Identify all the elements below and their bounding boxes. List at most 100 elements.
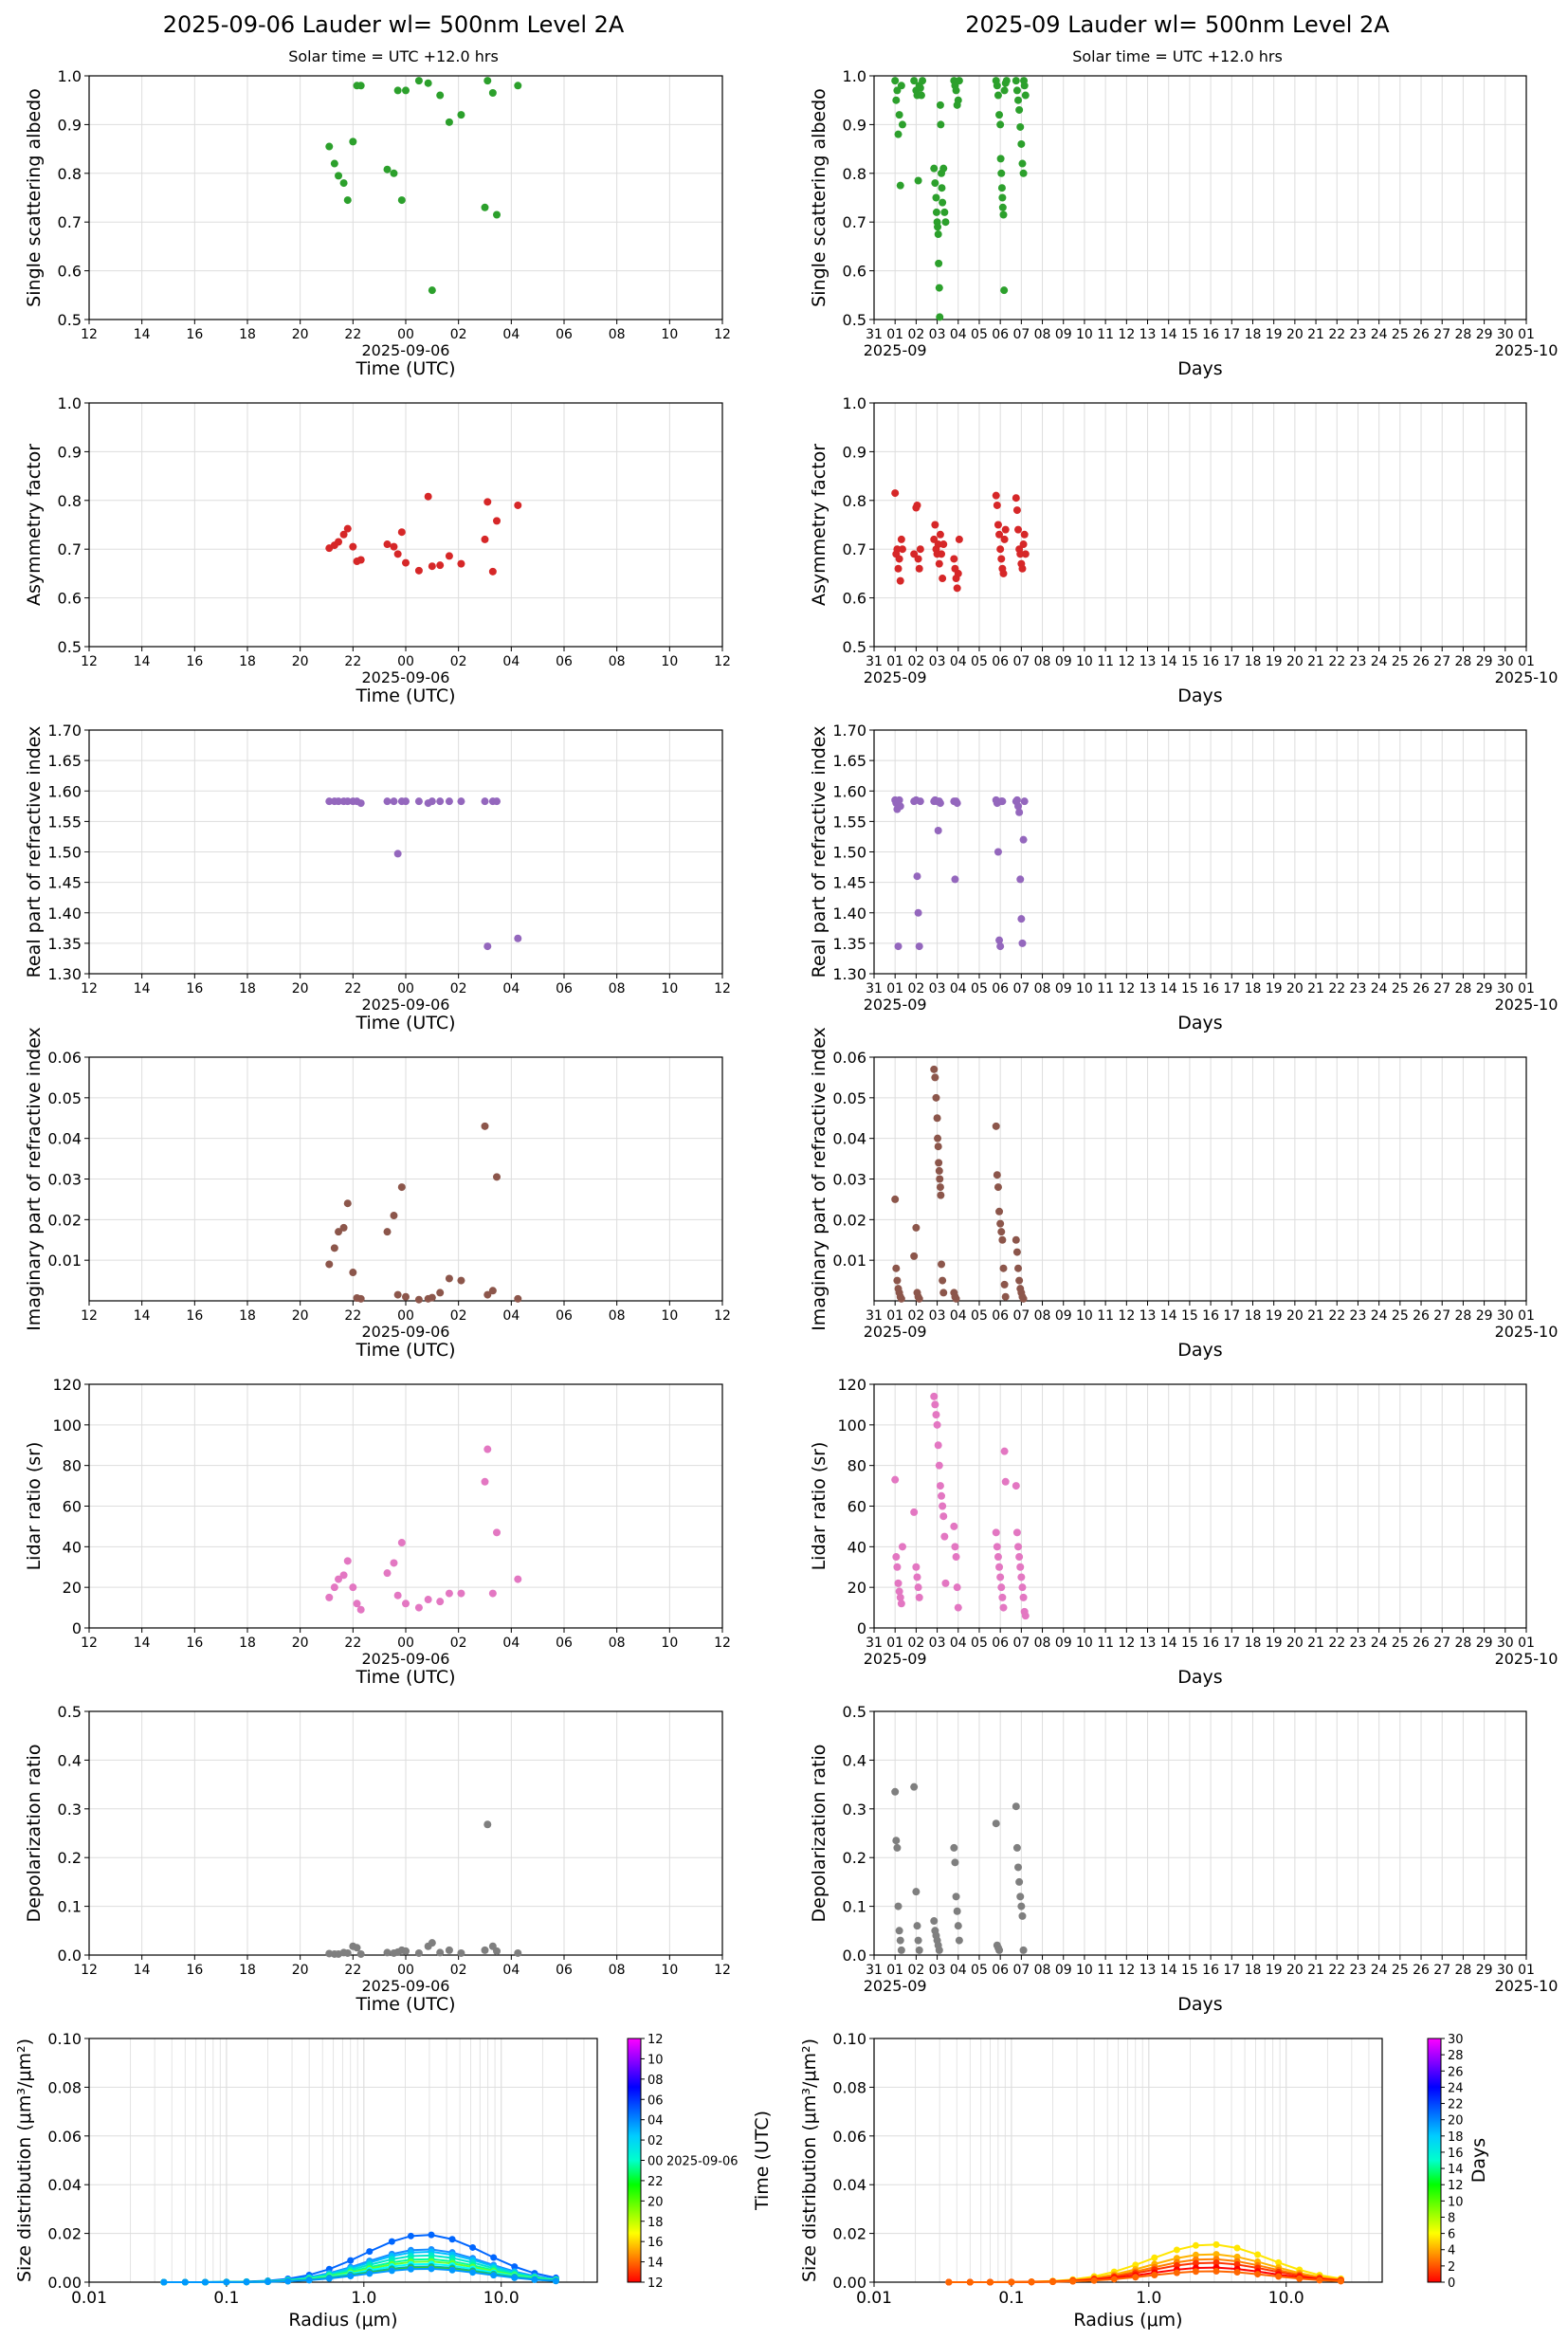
- data-point: [1019, 835, 1028, 844]
- x-tick-label: 31: [866, 1636, 883, 1651]
- data-point: [436, 1289, 445, 1297]
- y-tick-label: 0.0: [58, 1947, 82, 1965]
- x-tick-label: 31: [866, 654, 883, 669]
- x-tick-label: 15: [1181, 1963, 1198, 1978]
- y-tick-label: 1.0: [843, 67, 866, 85]
- data-point: [935, 259, 943, 267]
- y-tick-label: 0.9: [58, 443, 82, 461]
- data-point: [1020, 82, 1029, 90]
- x-tick-label: 24: [1371, 1308, 1388, 1324]
- y-tick-label: 0.5: [58, 311, 82, 329]
- x-tick-label: 01: [886, 327, 903, 342]
- data-point: [1019, 169, 1028, 177]
- x-tick-label: 12: [714, 981, 731, 996]
- data-point: [457, 1948, 465, 1957]
- y-axis-label: Imaginary part of refractive index: [24, 1027, 45, 1331]
- colorbar: [1427, 2038, 1442, 2283]
- data-point: [402, 797, 410, 806]
- data-point: [995, 1207, 1004, 1216]
- data-point: [1019, 1294, 1028, 1303]
- y-tick-label: 0.10: [47, 2030, 82, 2048]
- data-point: [897, 82, 905, 90]
- data-point: [898, 545, 906, 554]
- data-point: [952, 86, 960, 95]
- data-point: [941, 218, 950, 227]
- data-point: [936, 1175, 944, 1183]
- size-distribution-point: [1212, 2267, 1220, 2275]
- y-tick-label: 1.55: [47, 813, 82, 831]
- data-point: [353, 1600, 361, 1608]
- x-date-label: 2025-09-06: [362, 996, 450, 1014]
- data-point: [994, 91, 1002, 100]
- data-point: [1018, 1911, 1027, 1920]
- x-tick-label: 04: [950, 654, 967, 669]
- colorbar-tick-label: 0: [1448, 2276, 1455, 2291]
- y-tick-label: 0.00: [832, 2274, 866, 2292]
- y-tick-label: 0.7: [58, 213, 82, 231]
- x-tick-label: 22: [1328, 327, 1345, 342]
- y-axis-label: Asymmetry factor: [809, 444, 830, 606]
- data-point: [1001, 525, 1010, 534]
- axes-frame: [873, 2038, 1383, 2283]
- data-point: [457, 1276, 465, 1285]
- data-point: [356, 1949, 365, 1958]
- x-tick-label: 08: [609, 1308, 626, 1324]
- x-tick-label: 27: [1433, 981, 1450, 996]
- x-tick-label: 06: [992, 327, 1009, 342]
- data-point: [999, 1264, 1008, 1272]
- data-point: [933, 1114, 941, 1123]
- colorbar-tick-label: 18: [1448, 2130, 1464, 2145]
- y-tick-label: 0.06: [47, 2128, 82, 2146]
- size-distribution-point: [1192, 2268, 1199, 2276]
- data-point: [910, 1252, 919, 1260]
- y-tick-label: 0.06: [832, 2128, 866, 2146]
- x-tick-label: 26: [1413, 1636, 1430, 1651]
- x-tick-label: 24: [1371, 654, 1388, 669]
- x-axis-label: Radius (μm): [288, 2310, 397, 2331]
- size-distribution-point: [1275, 2273, 1283, 2280]
- data-point: [917, 91, 925, 100]
- x-tick-label: 19: [1266, 1963, 1283, 1978]
- y-tick-label: 0.4: [58, 1751, 82, 1769]
- data-point: [335, 1575, 343, 1583]
- x-tick-label: 20: [292, 1963, 309, 1978]
- data-point: [995, 530, 1004, 539]
- data-point: [436, 1948, 445, 1957]
- data-point: [1012, 1528, 1021, 1537]
- data-point: [935, 1946, 943, 1954]
- size-distribution-line: [948, 2270, 1341, 2283]
- data-point: [912, 1888, 921, 1896]
- data-point: [953, 1907, 961, 1915]
- size-distribution-point: [223, 2278, 230, 2286]
- y-tick-label: 0.6: [843, 590, 866, 608]
- data-point: [992, 1528, 1000, 1537]
- x-tick-label: 12: [714, 1636, 731, 1651]
- x-date-label: 2025-09-06: [362, 1323, 450, 1341]
- size-distribution-point: [1132, 2274, 1140, 2281]
- y-tick-label: 0.06: [832, 1049, 866, 1067]
- data-point: [930, 1065, 939, 1073]
- data-point: [1015, 1276, 1024, 1285]
- x-tick-label: 26: [1413, 981, 1430, 996]
- colorbar-date-label: 2025-09-06: [666, 2155, 738, 2169]
- x-tick-label: 18: [1245, 1636, 1262, 1651]
- data-point: [914, 1583, 922, 1592]
- data-point: [893, 1276, 902, 1285]
- y-tick-label: 0.7: [58, 540, 82, 558]
- size-distribution-point: [1151, 2272, 1158, 2279]
- data-point: [916, 545, 924, 554]
- data-point: [402, 1947, 410, 1955]
- data-point: [912, 1563, 921, 1571]
- size-distribution-point: [1110, 2276, 1118, 2283]
- x-tick-label: 13: [1140, 327, 1157, 342]
- colorbar-tick-label: 16: [1448, 2147, 1464, 2161]
- data-point: [954, 569, 962, 577]
- x-tick-label: 12: [81, 1308, 98, 1324]
- size-distribution-point: [490, 2254, 498, 2261]
- x-tick-label: 15: [1181, 981, 1198, 996]
- data-point: [996, 120, 1005, 129]
- y-tick-label: 1.55: [832, 813, 866, 831]
- x-tick-label: 00: [397, 981, 414, 996]
- y-tick-label: 1.0: [58, 67, 82, 85]
- data-point: [383, 540, 392, 549]
